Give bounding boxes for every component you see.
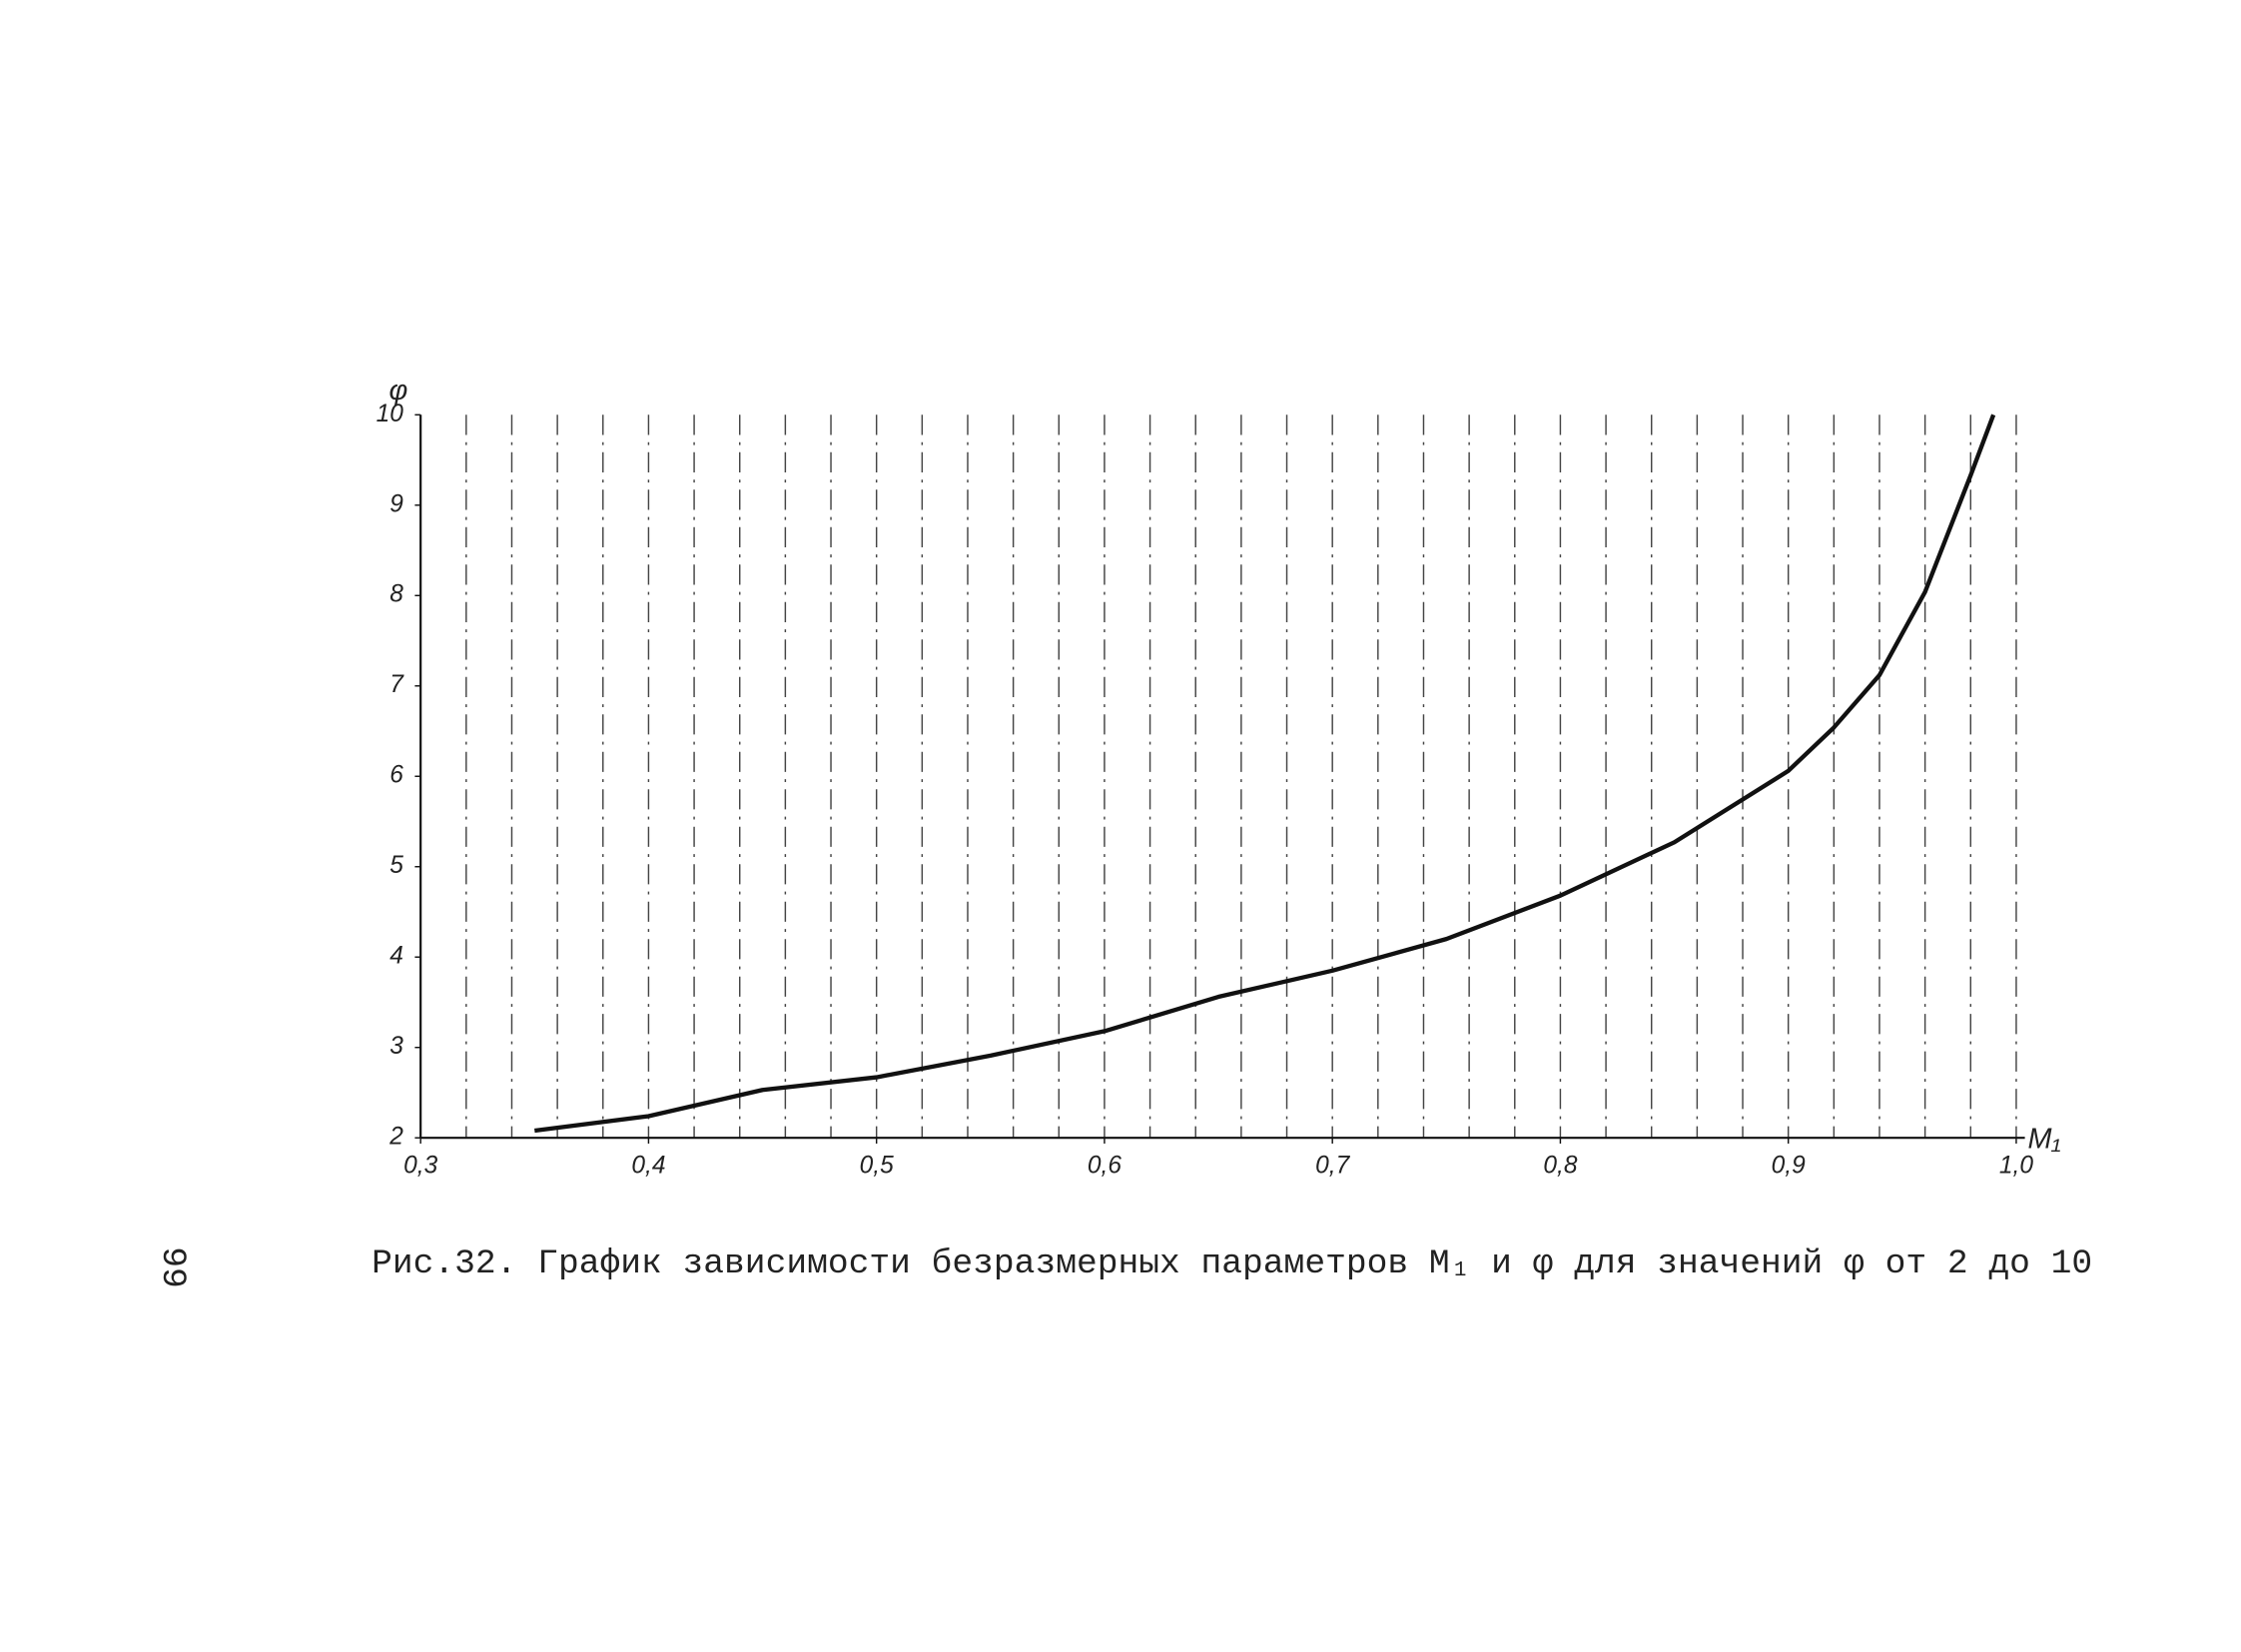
x-tick-label: 0,4	[631, 1153, 665, 1180]
y-tick-label: 3	[389, 1033, 403, 1060]
caption: Рис.32. График зависимости безразмерных …	[372, 1244, 2092, 1283]
y-tick-label: 6	[389, 762, 403, 789]
curve	[534, 413, 1996, 1134]
y-tick-label: 2	[388, 1124, 403, 1151]
y-axis-label: φ	[388, 375, 407, 407]
page-number: 99	[153, 1246, 192, 1288]
y-tick-label: 7	[389, 671, 404, 698]
y-tick-label: 9	[389, 490, 403, 517]
y-tick-label: 4	[389, 943, 403, 970]
x-tick-label: 0,8	[1543, 1153, 1577, 1180]
y-tick-label: 10	[376, 401, 404, 427]
x-tick-label: 0,7	[1315, 1153, 1350, 1180]
x-tick-label: 0,5	[860, 1153, 894, 1180]
x-tick-label: 0,3	[403, 1153, 437, 1180]
y-tick-label: 5	[389, 852, 403, 879]
x-tick-label: 1,0	[1999, 1153, 2033, 1180]
x-tick-label: 0,9	[1772, 1153, 1806, 1180]
x-axis-label: M₁	[2027, 1124, 2060, 1156]
y-tick-label: 8	[389, 581, 403, 608]
x-tick-label: 0,6	[1088, 1153, 1121, 1180]
